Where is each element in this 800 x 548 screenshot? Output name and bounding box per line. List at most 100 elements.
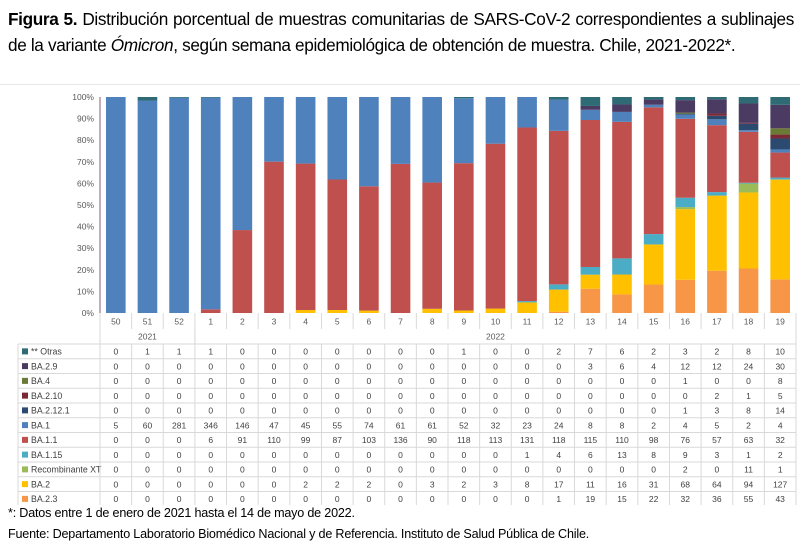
table-cell-value: 0 bbox=[272, 465, 277, 475]
table-cell-value: 0 bbox=[145, 450, 150, 460]
table-cell-value: 0 bbox=[461, 450, 466, 460]
table-cell-value: 0 bbox=[398, 376, 403, 386]
legend-label: Recombinante XT bbox=[31, 465, 102, 475]
table-cell-value: 136 bbox=[393, 435, 407, 445]
bar-segment bbox=[454, 310, 474, 313]
table-cell-value: 0 bbox=[461, 376, 466, 386]
table-cell-value: 0 bbox=[367, 361, 372, 371]
table-cell-value: 0 bbox=[620, 406, 625, 416]
table-cell-value: 2 bbox=[746, 420, 751, 430]
x-tick-label: 17 bbox=[712, 317, 722, 327]
table-cell-value: 0 bbox=[335, 406, 340, 416]
legend-label: BA.1 bbox=[31, 420, 50, 430]
table-cell-value: 0 bbox=[715, 465, 720, 475]
bar-segment bbox=[770, 128, 790, 135]
table-cell-value: 1 bbox=[208, 347, 213, 357]
table-cell-value: 281 bbox=[172, 420, 186, 430]
x-tick-label: 9 bbox=[461, 317, 466, 327]
y-tick-label: 50% bbox=[77, 200, 94, 210]
table-cell-value: 0 bbox=[746, 376, 751, 386]
table-cell-value: 0 bbox=[620, 391, 625, 401]
table-cell-value: 0 bbox=[430, 465, 435, 475]
table-cell-value: 5 bbox=[778, 391, 783, 401]
bar-segment bbox=[264, 161, 284, 313]
x-tick-label: 51 bbox=[143, 317, 153, 327]
table-cell-value: 0 bbox=[367, 465, 372, 475]
bar-segment bbox=[643, 97, 664, 100]
table-cell-value: 0 bbox=[335, 465, 340, 475]
bar-segment bbox=[200, 97, 221, 98]
table-cell-value: 0 bbox=[208, 479, 213, 489]
table-cell-value: 2 bbox=[778, 450, 783, 460]
bar-segment bbox=[295, 310, 316, 313]
table-cell-value: 115 bbox=[584, 435, 598, 445]
y-tick-label: 60% bbox=[77, 178, 94, 188]
table-cell-value: 0 bbox=[145, 494, 150, 504]
table-cell-value: 0 bbox=[715, 376, 720, 386]
table-cell-value: 0 bbox=[367, 347, 372, 357]
table-cell-value: 22 bbox=[649, 494, 659, 504]
bar-segment bbox=[738, 103, 759, 123]
legend-swatch bbox=[22, 451, 28, 458]
x-tick-label: 14 bbox=[617, 317, 627, 327]
bars-group bbox=[106, 97, 790, 313]
table-cell-value: 0 bbox=[461, 465, 466, 475]
bar-segment bbox=[738, 122, 759, 124]
table-cell-value: 99 bbox=[301, 435, 311, 445]
table-cell-value: 2 bbox=[651, 347, 656, 357]
bar-segment bbox=[643, 107, 664, 235]
bar-segment bbox=[707, 113, 727, 116]
table-cell-value: 113 bbox=[489, 435, 503, 445]
y-tick-label: 90% bbox=[77, 114, 94, 124]
bar-segment bbox=[707, 270, 727, 313]
table-cell-value: 5 bbox=[113, 420, 118, 430]
bar-segment bbox=[200, 97, 221, 310]
bar-segment bbox=[770, 104, 790, 129]
year-label: 2021 bbox=[138, 332, 157, 342]
bar-segment bbox=[612, 274, 632, 295]
x-tick-label: 7 bbox=[398, 317, 403, 327]
table-cell-value: 346 bbox=[204, 420, 218, 430]
table-cell-value: 0 bbox=[113, 376, 118, 386]
table-cell-value: 0 bbox=[367, 494, 372, 504]
x-tick-label: 11 bbox=[523, 317, 532, 327]
table-cell-value: 45 bbox=[301, 420, 311, 430]
bar-segment bbox=[770, 138, 790, 150]
table-cell-value: 0 bbox=[620, 376, 625, 386]
bar-segment bbox=[517, 301, 537, 303]
bar-segment bbox=[390, 97, 411, 164]
bar-segment bbox=[359, 97, 379, 187]
y-tick-label: 0% bbox=[82, 308, 95, 318]
table-cell-value: 0 bbox=[177, 406, 182, 416]
table-cell-value: 0 bbox=[493, 347, 498, 357]
x-tick-label: 13 bbox=[586, 317, 596, 327]
bar-segment bbox=[738, 192, 759, 269]
table-cell-value: 1 bbox=[746, 391, 751, 401]
bar-segment bbox=[675, 100, 696, 113]
table-cell-value: 6 bbox=[620, 361, 625, 371]
bar-segment bbox=[675, 209, 696, 280]
bar-segment bbox=[770, 97, 790, 105]
bar-segment bbox=[770, 179, 790, 280]
bar-segment bbox=[675, 112, 696, 114]
table-cell-value: 0 bbox=[398, 465, 403, 475]
table-cell-value: 32 bbox=[775, 435, 785, 445]
table-cell-value: 55 bbox=[744, 494, 754, 504]
table-cell-value: 0 bbox=[208, 406, 213, 416]
table-cell-value: 2 bbox=[715, 347, 720, 357]
table-cell-value: 8 bbox=[588, 420, 593, 430]
table-cell-value: 0 bbox=[113, 391, 118, 401]
bar-segment bbox=[707, 99, 727, 114]
figure-caption: Figura 5. Distribución porcentual de mue… bbox=[8, 6, 794, 58]
table-cell-value: 0 bbox=[556, 406, 561, 416]
x-tick-label: 52 bbox=[174, 317, 184, 327]
table-cell-value: 0 bbox=[177, 465, 182, 475]
table-cell-value: 0 bbox=[335, 361, 340, 371]
table-cell-value: 0 bbox=[177, 494, 182, 504]
x-tick-label: 15 bbox=[649, 317, 659, 327]
table-cell-value: 0 bbox=[588, 465, 593, 475]
bar-segment bbox=[485, 308, 506, 313]
table-cell-value: 0 bbox=[303, 406, 308, 416]
bar-segment bbox=[738, 97, 759, 104]
table-cell-value: 61 bbox=[427, 420, 437, 430]
